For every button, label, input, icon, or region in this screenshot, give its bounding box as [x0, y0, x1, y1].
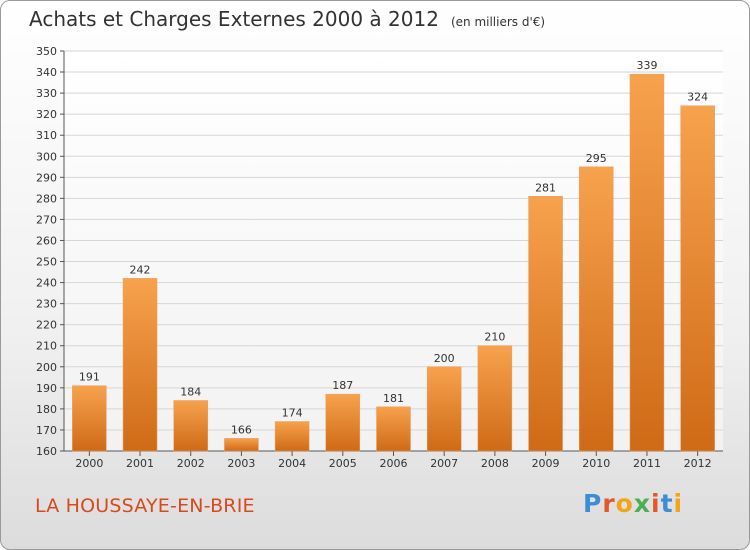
bar — [376, 406, 411, 452]
y-tick-label: 250 — [36, 256, 57, 269]
x-tick-label: 2010 — [582, 457, 610, 470]
y-tick-label: 310 — [36, 129, 57, 142]
bar-value-label: 324 — [687, 91, 708, 104]
bar-value-label: 184 — [180, 385, 201, 398]
bar — [477, 345, 513, 452]
y-tick-label: 210 — [36, 340, 57, 353]
logo-letter: P — [583, 489, 603, 518]
bar-value-label: 174 — [282, 407, 303, 420]
y-tick-label: 300 — [36, 150, 57, 163]
y-tick-label: 240 — [36, 277, 57, 290]
y-tick-label: 230 — [36, 298, 57, 311]
logo-letter: r — [602, 489, 616, 518]
bar-value-label: 295 — [586, 152, 607, 165]
x-tick-label: 2001 — [126, 457, 154, 470]
chart-title: Achats et Charges Externes 2000 à 2012 (e… — [29, 7, 545, 31]
bar — [426, 366, 462, 452]
y-tick-label: 200 — [36, 361, 57, 374]
x-tick-label: 2003 — [227, 457, 255, 470]
y-tick-label: 180 — [36, 403, 57, 416]
y-tick-label: 220 — [36, 319, 57, 332]
x-tick-label: 2006 — [380, 457, 408, 470]
data-labels: 191 242 184 166 174 187 181 200 210 281 295 339 324 — [79, 59, 708, 436]
x-tick-label: 2005 — [329, 457, 357, 470]
x-tick-label: 2011 — [633, 457, 661, 470]
x-tick-label: 2009 — [532, 457, 560, 470]
x-tick-label: 2007 — [430, 457, 458, 470]
chart-unit: (en milliers d'€) — [450, 15, 546, 29]
y-tick-label: 160 — [36, 445, 57, 458]
y-tick-label: 350 — [36, 45, 57, 58]
bars — [72, 73, 715, 452]
bar-value-label: 181 — [383, 392, 404, 405]
logo-letter: t — [660, 489, 674, 518]
x-tick-label: 2000 — [75, 457, 103, 470]
y-tick-label: 330 — [36, 87, 57, 100]
bar-value-label: 200 — [434, 352, 455, 365]
y-tick-label: 320 — [36, 108, 57, 121]
bar — [680, 105, 715, 452]
y-tick-label: 270 — [36, 213, 57, 226]
bar — [173, 400, 208, 452]
y-tick-label: 290 — [36, 171, 57, 184]
bar — [629, 73, 665, 452]
logo-letter: x — [633, 489, 651, 518]
bar — [528, 196, 563, 452]
bar — [224, 438, 259, 452]
x-tick-label: 2008 — [481, 457, 509, 470]
bar — [325, 393, 361, 452]
bar — [274, 421, 310, 452]
y-tick-label: 170 — [36, 424, 57, 437]
bar — [579, 166, 614, 452]
y-tick-label: 280 — [36, 192, 57, 205]
y-tick-label: 190 — [36, 382, 57, 395]
axes: 160 170 180 190 200 210 220 230 240 250 260 270 280 2… — [36, 45, 723, 470]
logo-letter: o — [615, 489, 634, 518]
y-tick-label: 340 — [36, 66, 57, 79]
proxiti-logo[interactable]: Proxiti — [583, 489, 683, 518]
logo-letter: i — [673, 489, 684, 518]
bar — [72, 385, 107, 452]
bar-value-label: 281 — [535, 181, 556, 194]
bar — [122, 278, 158, 452]
location-name: LA HOUSSAYE-EN-BRIE — [35, 495, 255, 517]
bar-value-label: 339 — [636, 59, 657, 72]
chart-title-text: Achats et Charges Externes 2000 à 2012 — [29, 7, 439, 31]
bar-value-label: 187 — [332, 379, 353, 392]
x-tick-label: 2012 — [684, 457, 712, 470]
y-tick-label: 260 — [36, 234, 57, 247]
logo-letter: i — [651, 489, 661, 518]
x-tick-label: 2002 — [177, 457, 205, 470]
bar-value-label: 210 — [484, 331, 505, 344]
bar-value-label: 242 — [130, 263, 151, 276]
bar-value-label: 166 — [231, 423, 252, 436]
x-tick-label: 2004 — [278, 457, 306, 470]
bar-value-label: 191 — [79, 371, 100, 384]
